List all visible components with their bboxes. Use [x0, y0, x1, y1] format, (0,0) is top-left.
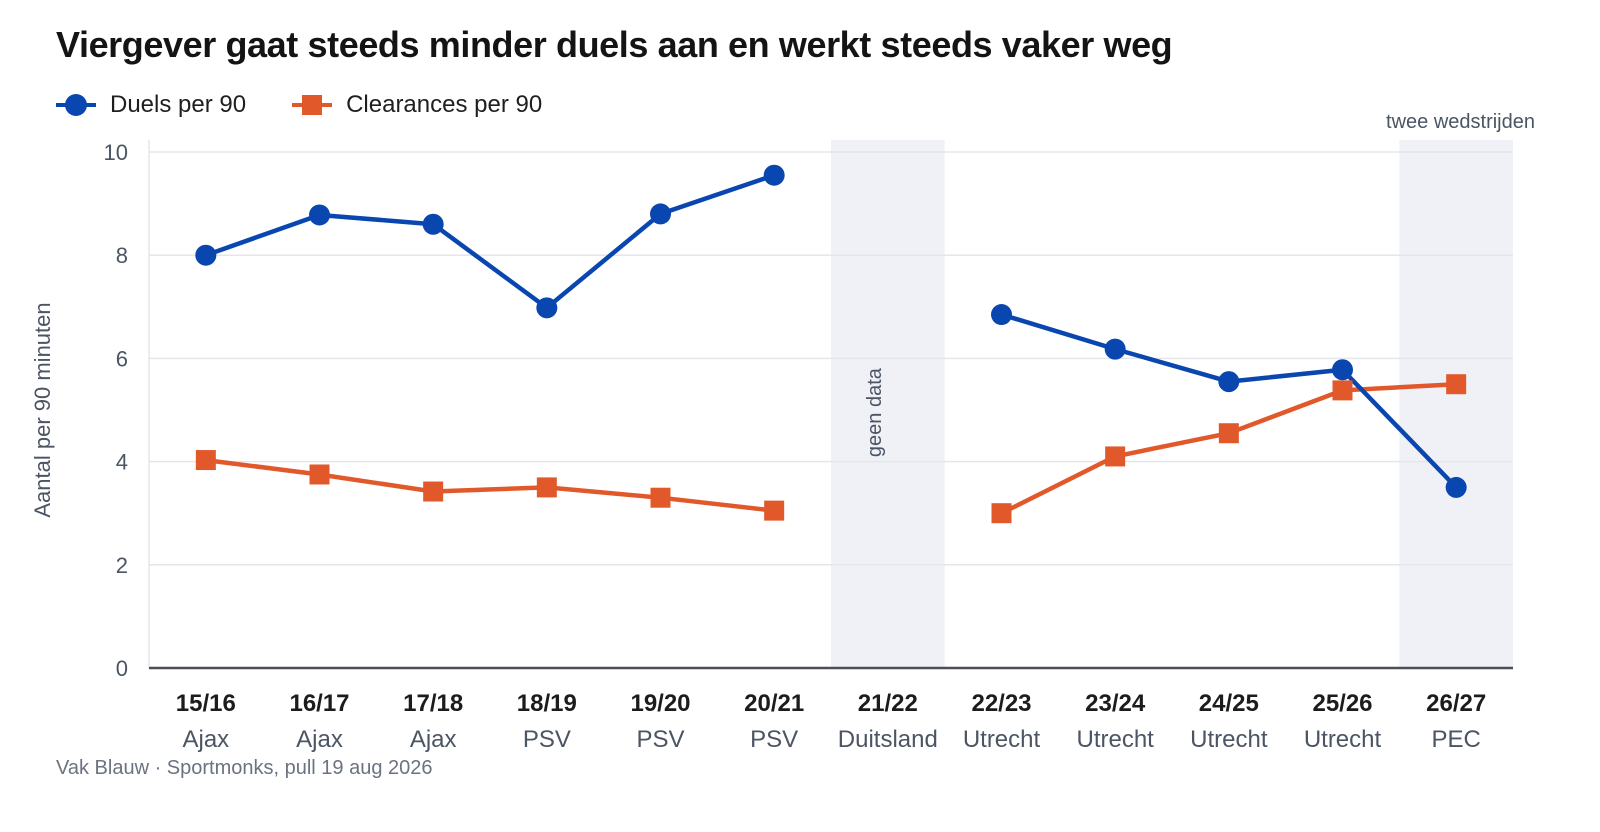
legend-label-clearances: Clearances per 90 — [346, 91, 543, 118]
square-marker-icon — [292, 89, 333, 121]
data-point-duels — [991, 304, 1012, 326]
data-point-clearances — [991, 503, 1012, 524]
data-point-duels — [1104, 338, 1126, 360]
data-point-duels — [1332, 359, 1353, 381]
x-tick-label: 26/27 — [1426, 690, 1486, 717]
x-team-label: Ajax — [182, 726, 229, 753]
data-point-clearances — [764, 500, 785, 521]
data-point-duels — [650, 203, 671, 225]
y-tick-label: 10 — [104, 140, 128, 165]
legend-item-clearances[interactable]: Clearances per 90 — [292, 89, 542, 121]
circle-marker-icon — [56, 89, 96, 121]
data-point-clearances — [195, 450, 216, 471]
x-tick-label: 21/22 — [858, 690, 918, 717]
y-tick-label: 8 — [116, 243, 128, 268]
data-point-duels — [763, 164, 785, 186]
legend-label-duels: Duels per 90 — [110, 91, 247, 118]
x-tick-label: 22/23 — [971, 690, 1031, 717]
y-tick-label: 4 — [116, 450, 128, 475]
data-point-duels — [309, 204, 330, 226]
x-tick-label: 18/19 — [517, 690, 577, 717]
data-point-clearances — [1446, 374, 1467, 395]
x-tick-label: 24/25 — [1199, 690, 1259, 717]
x-tick-label: 20/21 — [744, 690, 804, 717]
data-point-clearances — [309, 464, 330, 485]
data-point-duels — [1445, 476, 1467, 498]
data-point-clearances — [1218, 423, 1239, 444]
data-point-duels — [536, 297, 558, 319]
x-team-label: PSV — [750, 726, 798, 753]
x-tick-label: 25/26 — [1312, 690, 1372, 717]
series-line-clearances — [203, 457, 777, 513]
x-team-label: PSV — [636, 726, 684, 753]
data-point-duels — [1218, 371, 1240, 393]
data-point-clearances — [1332, 380, 1353, 401]
y-tick-label: 6 — [116, 346, 128, 371]
y-tick-label: 2 — [116, 553, 128, 578]
data-point-clearances — [1105, 446, 1126, 467]
series-line-clearances — [999, 381, 1459, 516]
data-point-duels — [195, 244, 217, 266]
x-tick-label: 19/20 — [630, 690, 690, 717]
legend-item-duels[interactable]: Duels per 90 — [56, 89, 246, 121]
x-team-label: Duitsland — [838, 726, 938, 753]
x-team-label: Ajax — [296, 726, 343, 753]
annotation-label: twee wedstrijden — [1386, 111, 1535, 133]
annotation-band-26-27 — [1399, 140, 1513, 668]
x-team-label: Ajax — [410, 726, 457, 753]
x-tick-label: 15/16 — [176, 690, 236, 717]
y-axis-label: Aantal per 90 minuten — [30, 302, 55, 517]
legend: Duels per 90 Clearances per 90 — [56, 89, 542, 121]
data-point-clearances — [423, 481, 444, 502]
x-team-label: Utrecht — [1304, 726, 1382, 753]
annotation-band-21-22 — [831, 140, 945, 668]
x-team-label: PEC — [1431, 726, 1480, 753]
x-team-label: Utrecht — [1076, 726, 1154, 753]
x-tick-label: 16/17 — [289, 690, 349, 717]
x-team-label: PSV — [523, 726, 571, 753]
y-tick-label: 0 — [116, 656, 128, 681]
chart-title: Viergever gaat steeds minder duels aan e… — [56, 24, 1173, 65]
x-team-label: Utrecht — [1190, 726, 1268, 753]
source-note: Vak Blauw · Sportmonks, pull 19 aug 2026 — [56, 757, 433, 779]
x-team-label: Utrecht — [963, 726, 1041, 753]
annotation-label: geen data — [864, 367, 886, 457]
data-point-clearances — [536, 477, 557, 498]
data-point-duels — [422, 213, 444, 235]
data-point-clearances — [650, 487, 671, 508]
series-line-duels — [203, 172, 777, 311]
x-tick-label: 23/24 — [1085, 690, 1146, 717]
x-tick-label: 17/18 — [403, 690, 463, 717]
